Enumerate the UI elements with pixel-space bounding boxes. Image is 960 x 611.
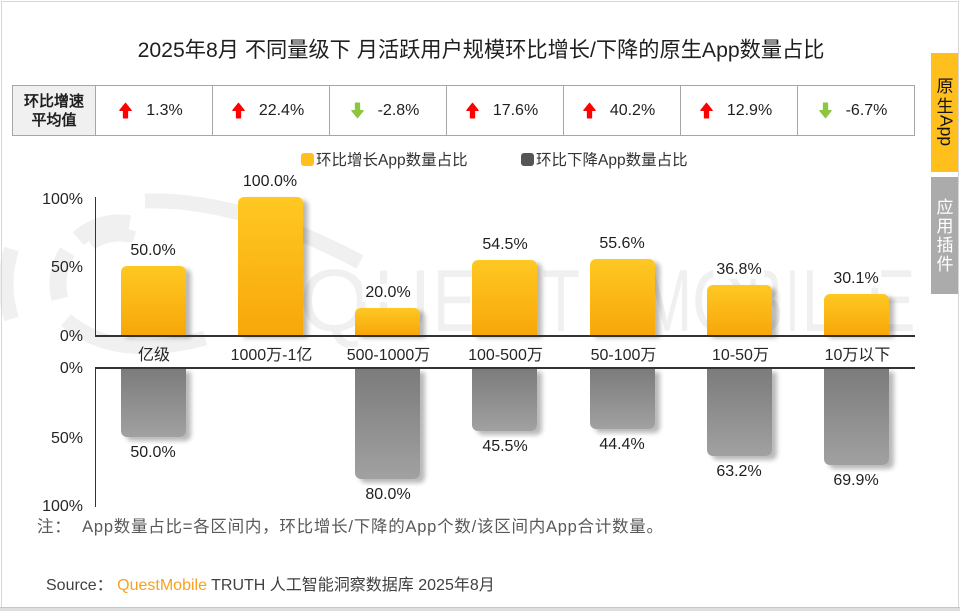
- svg-text:App: App: [937, 115, 957, 146]
- svg-text:插: 插: [937, 236, 954, 255]
- svg-text:原: 原: [937, 77, 954, 96]
- svg-text:I: I: [786, 251, 799, 350]
- svg-text:生: 生: [937, 97, 954, 116]
- svg-text:用: 用: [937, 217, 954, 236]
- svg-text:E: E: [433, 251, 476, 350]
- svg-text:件: 件: [937, 255, 954, 274]
- svg-text:T: T: [542, 251, 580, 350]
- svg-text:应: 应: [937, 198, 954, 217]
